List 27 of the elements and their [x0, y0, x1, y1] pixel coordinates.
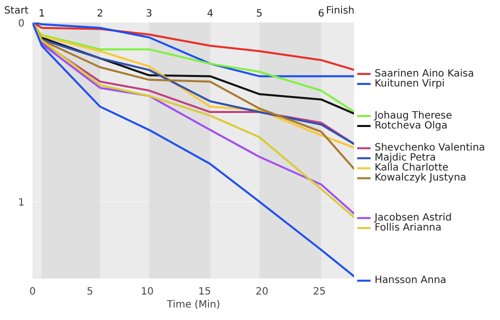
x-axis-title: Time (Min) — [166, 300, 220, 310]
text: 4 — [206, 8, 214, 20]
x-tick-label: 15 — [198, 286, 212, 298]
text: 5 — [256, 8, 262, 20]
legend-label: Shevchenko Valentina — [374, 142, 486, 154]
legend-label: Kowalczyk Justyna — [374, 172, 466, 184]
legend-label: Saarinen Aino Kaisa — [374, 68, 474, 80]
x-tick-label: 5 — [86, 286, 94, 298]
legend-label: Follis Arianna — [374, 222, 442, 234]
x-tick-label: 25 — [313, 286, 326, 298]
legend-label: Kalla Charlotte — [374, 162, 448, 174]
text: 2 — [96, 8, 104, 20]
x-tick-label: 0 — [29, 286, 36, 298]
text: Finish — [326, 6, 354, 17]
legend-label: Majdic Petra — [374, 152, 436, 164]
text: Start — [4, 6, 29, 17]
text: 3 — [146, 8, 152, 20]
x-tick-label: 20 — [256, 286, 268, 298]
legend-label: Hansson Anna — [374, 275, 446, 286]
legend-label: Kuitunen Virpi — [374, 78, 445, 90]
text: 1 — [38, 8, 45, 20]
legend-label: Jacobsen Astrid — [374, 212, 452, 224]
x-tick-label: 10 — [140, 286, 154, 298]
legend-label: Rotcheva Olga — [374, 120, 448, 132]
line-series — [32, 22, 354, 278]
text: 6 — [318, 8, 324, 20]
legend-label: Johaug Therese — [374, 110, 452, 122]
